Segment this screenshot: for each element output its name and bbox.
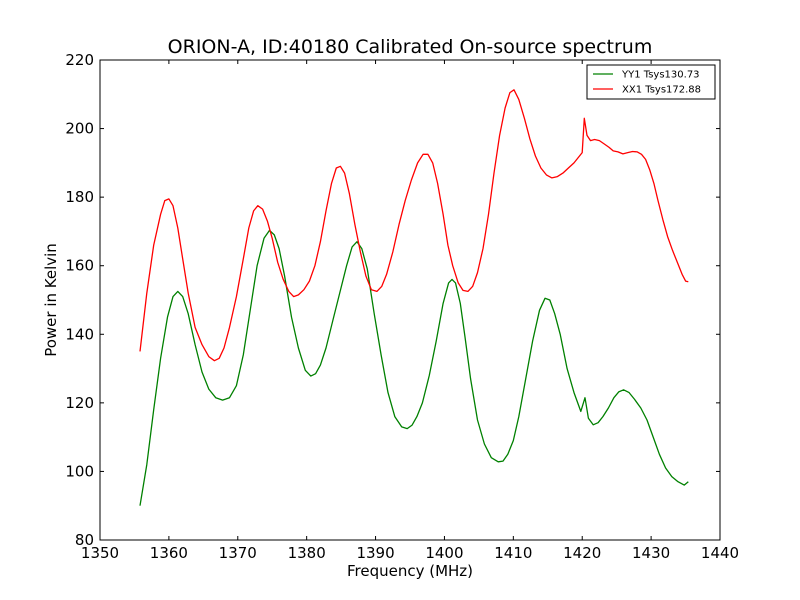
y-axis: 80 100 120 140 160 180 200 220 (65, 51, 720, 549)
x-tick-label: 1420 (563, 544, 601, 562)
series-line-xx1 (139, 89, 689, 362)
y-tick-label: 120 (65, 394, 94, 412)
y-tick-label: 80 (75, 531, 94, 549)
x-axis-label: Frequency (MHz) (347, 562, 473, 580)
x-tick-label: 1400 (425, 544, 463, 562)
y-tick-label: 100 (65, 462, 94, 480)
series-line-yy1 (139, 229, 689, 506)
x-axis: 1350 1360 1370 1380 1390 1400 1410 1420 1430 1440 (81, 60, 739, 562)
x-tick-label: 1370 (219, 544, 257, 562)
y-tick-label: 180 (65, 188, 94, 206)
y-tick-label: 200 (65, 120, 94, 138)
x-tick-label: 1440 (701, 544, 739, 562)
y-tick-label: 140 (65, 325, 94, 343)
y-axis-label: Power in Kelvin (42, 243, 60, 357)
x-tick-label: 1350 (81, 544, 119, 562)
plot-frame (99, 59, 721, 541)
x-tick-label: 1390 (356, 544, 394, 562)
legend-box (586, 64, 716, 100)
y-tick-label: 160 (65, 257, 94, 275)
legend-label-yy1: YY1 Tsys130.73 (621, 70, 700, 81)
plot-series (139, 89, 689, 506)
legend-label-xx1: XX1 Tsys172.88 (622, 85, 701, 96)
x-tick-label: 1380 (288, 544, 326, 562)
chart-title: ORION-A, ID:40180 Calibrated On-source s… (168, 36, 653, 58)
y-tick-label: 220 (65, 51, 94, 69)
x-tick-label: 1430 (632, 544, 670, 562)
x-tick-label: 1410 (494, 544, 532, 562)
x-tick-label: 1360 (150, 544, 188, 562)
legend: YY1 Tsys130.73 XX1 Tsys172.88 (586, 64, 716, 100)
